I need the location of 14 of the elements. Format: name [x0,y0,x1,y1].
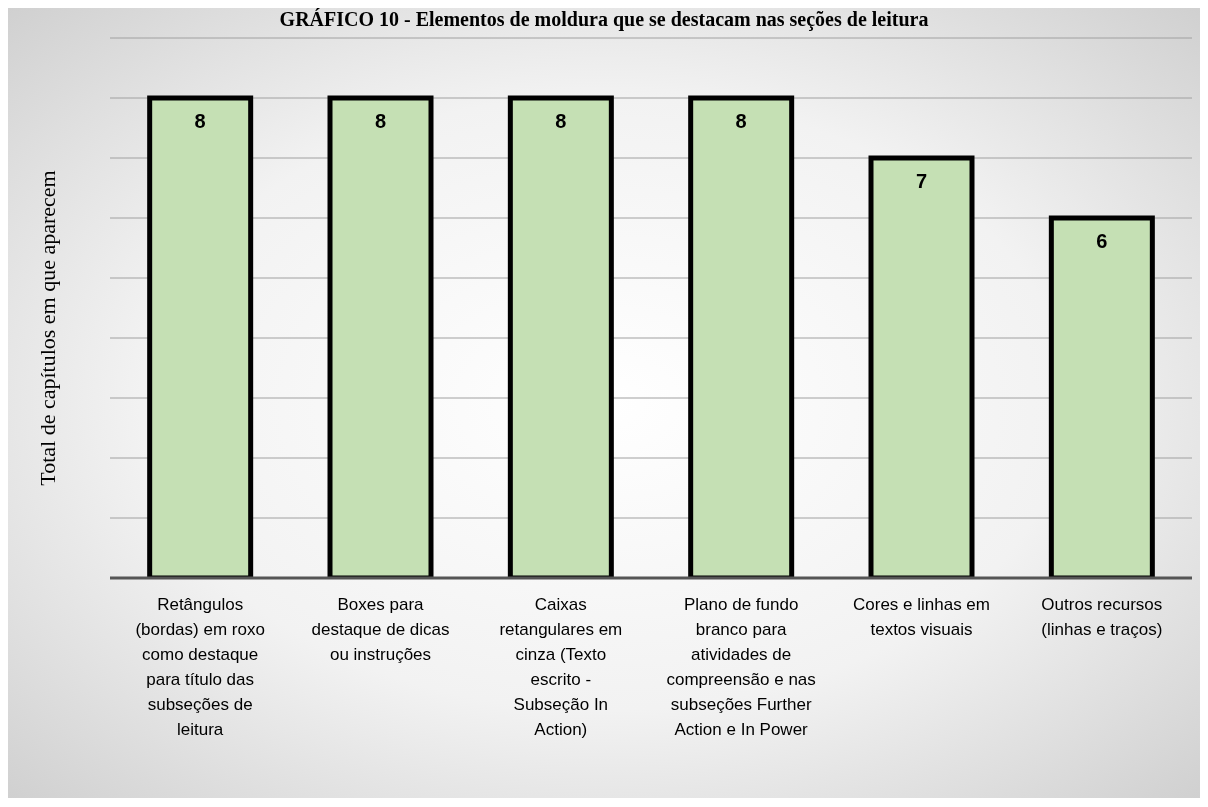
x-tick-label: Boxes para destaque de dicas ou instruções [311,595,450,664]
data-label: 8 [735,110,747,133]
data-label: 8 [194,110,206,133]
y-axis-title: Total de capítulos em que aparecem [35,170,61,486]
x-tick-label: Outros recursos (linhas e traços) [1041,595,1163,639]
x-tick-label: Plano de fundo branco para atividades de compreensão e nas subseções Further Action e In Power [666,595,816,739]
data-label: 8 [555,110,567,133]
data-label: 7 [915,170,928,193]
data-label: 8 [374,110,387,133]
x-tick-label: Caixas retangulares em cinza (Texto escrito - Subseção In Action) [499,595,623,739]
data-label: 6 [1096,230,1108,253]
x-tick-label: Retângulos (bordas) em roxo como destaque para título das subseções de leitura [135,595,265,739]
x-tick-label: Cores e linhas em textos visuais [852,595,991,639]
chart-title: GRÁFICO 10 - Elementos de moldura que se destacam nas seções de leitura [278,8,930,31]
